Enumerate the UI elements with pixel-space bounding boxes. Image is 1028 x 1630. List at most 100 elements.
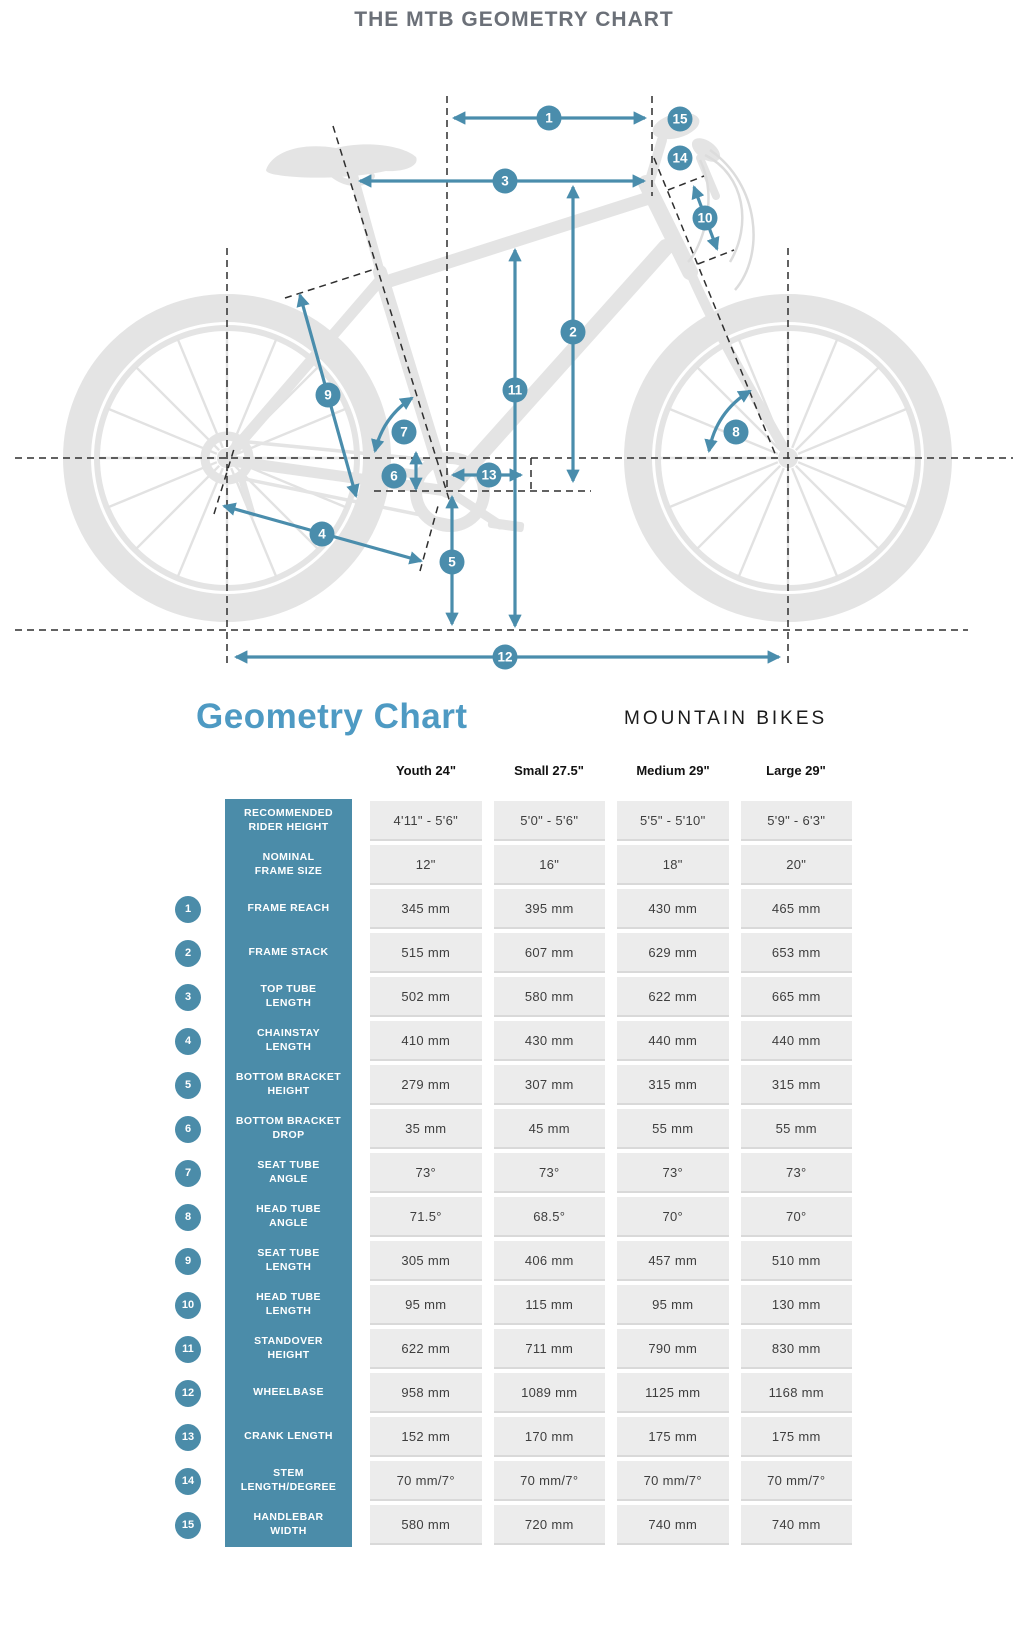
table-cell: 70 mm/7° [617, 1461, 729, 1501]
callout-circle [476, 462, 502, 488]
column-header-large: Large 29" [766, 763, 826, 778]
fork [681, 257, 791, 457]
column-header-youth: Youth 24" [395, 763, 457, 778]
table-cell: 457 mm [617, 1241, 729, 1281]
arrow-seat-angle-arc [371, 396, 414, 453]
callout-number: 6 [390, 469, 398, 484]
table-cell: 410 mm [370, 1021, 482, 1061]
table-cell: 580 mm [370, 1505, 482, 1545]
row-badge-4: 4 [175, 1027, 201, 1055]
head-tube [638, 175, 698, 280]
derailleur [238, 476, 256, 518]
table-cell: 70 mm/7° [740, 1461, 852, 1501]
table-cell: 170 mm [493, 1417, 605, 1457]
seat-tube [373, 265, 454, 498]
table-cell: 607 mm [493, 933, 605, 973]
callout-badge-7: 7 [391, 419, 417, 445]
callout-circle [315, 382, 341, 408]
callout-badge-12: 12 [492, 644, 518, 670]
table-cell: 622 mm [617, 977, 729, 1017]
table-cell: 830 mm [740, 1329, 852, 1369]
table-cell: 20" [740, 845, 852, 885]
callout-number: 10 [697, 211, 712, 226]
row-badge-10: 10 [175, 1291, 201, 1319]
wheel-spoke [797, 461, 908, 509]
down-tube [443, 239, 674, 495]
table-cell: 73° [370, 1153, 482, 1193]
wheel-spoke [797, 407, 908, 455]
callout-circle [667, 106, 693, 132]
chart-subtitle: MOUNTAIN BIKES [624, 708, 828, 729]
table-cell: 279 mm [370, 1065, 482, 1105]
callout-badge-3: 3 [492, 168, 518, 194]
callout-badge-5: 5 [439, 549, 465, 575]
wheel-spoke [134, 464, 221, 551]
row-badge-3: 3 [175, 983, 201, 1011]
table-cell: 653 mm [740, 933, 852, 973]
callout-circle [692, 205, 718, 231]
table-cell: 130 mm [740, 1285, 852, 1325]
wheel-spoke [230, 338, 278, 449]
brake-hood [691, 138, 721, 162]
callout-number: 14 [672, 151, 688, 166]
row-label: CHAINSTAY LENGTH [256, 1027, 321, 1053]
table-cell: 5'9" - 6'3" [740, 801, 852, 841]
table-cell: 4'11" - 5'6" [370, 801, 482, 841]
row-label: STANDOVER HEIGHT [254, 1335, 323, 1361]
row-label: HEAD TUBE ANGLE [256, 1203, 321, 1229]
row-label: FRAME REACH [247, 902, 330, 915]
table-cell: 465 mm [740, 889, 852, 929]
wheel-spoke [107, 461, 218, 509]
table-cell: 665 mm [740, 977, 852, 1017]
column-header-medium: Medium 29" [636, 763, 710, 778]
table-cell: 305 mm [370, 1241, 482, 1281]
table-cell: 510 mm [740, 1241, 852, 1281]
row-badge-12: 12 [175, 1379, 201, 1407]
table-cell: 73° [617, 1153, 729, 1193]
label-column-background [225, 799, 352, 1547]
table-cell: 629 mm [617, 933, 729, 973]
table-cell: 73° [493, 1153, 605, 1193]
row-badge-7: 7 [175, 1159, 201, 1187]
page-title: THE MTB GEOMETRY CHART [354, 8, 674, 31]
saddle [266, 144, 417, 178]
callout-badge-1: 1 [536, 105, 562, 131]
row-label: FRAME STACK [248, 946, 329, 959]
table-cell: 515 mm [370, 933, 482, 973]
row-label: BOTTOM BRACKET DROP [235, 1115, 342, 1141]
callout-circle [502, 377, 528, 403]
row-label: WHEELBASE [253, 1386, 324, 1399]
table-cell: 740 mm [740, 1505, 852, 1545]
row-label: RECOMMENDED RIDER HEIGHT [244, 807, 333, 833]
table-cell: 315 mm [617, 1065, 729, 1105]
callout-badge-8: 8 [723, 419, 749, 445]
row-badge-13: 13 [175, 1423, 201, 1451]
table-cell: 5'0" - 5'6" [493, 801, 605, 841]
seat-tube-axis [332, 125, 454, 513]
brake-cable-1 [704, 153, 744, 263]
table-cell: 55 mm [740, 1109, 852, 1149]
row-badge-1: 1 [175, 895, 201, 923]
row-badge-15: 15 [175, 1511, 201, 1539]
callout-circle [309, 521, 335, 547]
wheel-spoke [176, 467, 224, 578]
callout-number: 4 [318, 527, 326, 542]
callout-badge-2: 2 [560, 319, 586, 345]
arrow-head-angle-arc [704, 389, 752, 453]
table-cell: 430 mm [617, 889, 729, 929]
row-badge-9: 9 [175, 1247, 201, 1275]
pedal-right [487, 517, 525, 533]
callout-badge-11: 11 [502, 377, 528, 403]
row-label: NOMINAL FRAME SIZE [254, 851, 323, 877]
callout-circle [391, 419, 417, 445]
table-cell: 70° [617, 1197, 729, 1237]
head-tick-top [667, 175, 705, 191]
table-cell: 307 mm [493, 1065, 605, 1105]
table-cell: 68.5° [493, 1197, 605, 1237]
row-label: HEAD TUBE LENGTH [256, 1291, 321, 1317]
chart-title: Geometry Chart [196, 697, 468, 736]
callout-circle [439, 549, 465, 575]
table-cell: 152 mm [370, 1417, 482, 1457]
